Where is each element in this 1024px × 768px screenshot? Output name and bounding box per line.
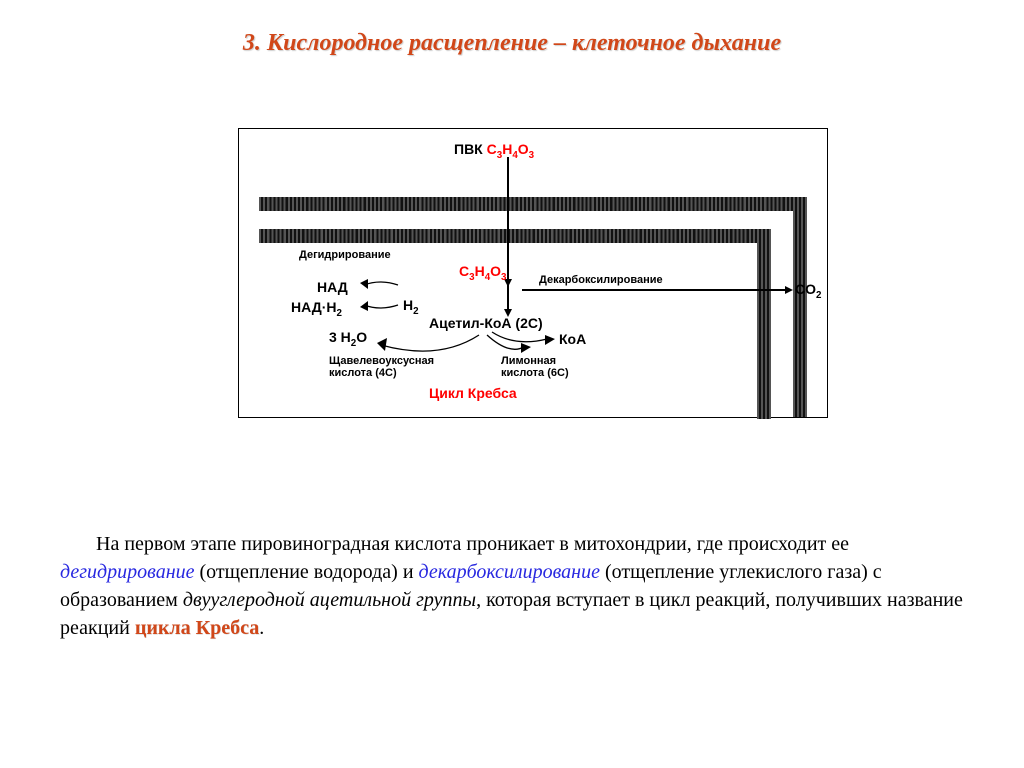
label-nadh2: НАД·H2 [291,299,342,319]
arrow-pvk-in [507,157,509,282]
label-co2: CO2 [795,281,821,301]
label-oxalo: Щавелевоуксуснаякислота (4С) [329,355,434,379]
arrow-decarb [522,289,787,291]
label-dehydration: Дегидрирование [299,249,391,261]
label-koa: КоА [559,331,586,347]
term-krebs: цикла Кребса [135,617,259,639]
arrow-to-acetyl [507,284,509,312]
description-paragraph: На первом этапе пировиноградная кислота … [60,530,964,642]
label-nad: НАД [317,279,348,295]
text-p1e: . [259,617,264,639]
term-dehydr: дегидрирование [60,561,195,583]
label-h2: H2 [403,297,419,317]
label-pvk: ПВК C3H4O3 [454,141,534,161]
text-pvk: ПВК [454,141,483,157]
diagram-frame: ПВК C3H4O3 Дегидрирование C3H4O3 НАД НАД… [238,128,828,418]
label-citric: Лимоннаякислота (6С) [501,355,569,379]
arrowhead-co2 [785,286,793,294]
formula-pvk-top: C3H4O3 [487,141,535,157]
label-decarb: Декарбоксилирование [539,274,663,286]
term-decarb: декарбоксилирование [419,561,600,583]
krebs-diagram: ПВК C3H4O3 Дегидрирование C3H4O3 НАД НАД… [239,129,827,417]
formula-c3h4o3: C3H4O3 [459,263,507,283]
text-p1a: На первом этапе пировиноградная кислота … [96,533,849,555]
term-acetyl: двууглеродной ацетильной группы [183,589,476,611]
label-3h2o: 3 H2O [329,329,367,349]
slide-title: 3. Кислородное расщепление – клеточное д… [0,0,1024,57]
text-p1b: (отщепление водорода) и [195,561,419,583]
label-krebs: Цикл Кребса [429,385,517,401]
